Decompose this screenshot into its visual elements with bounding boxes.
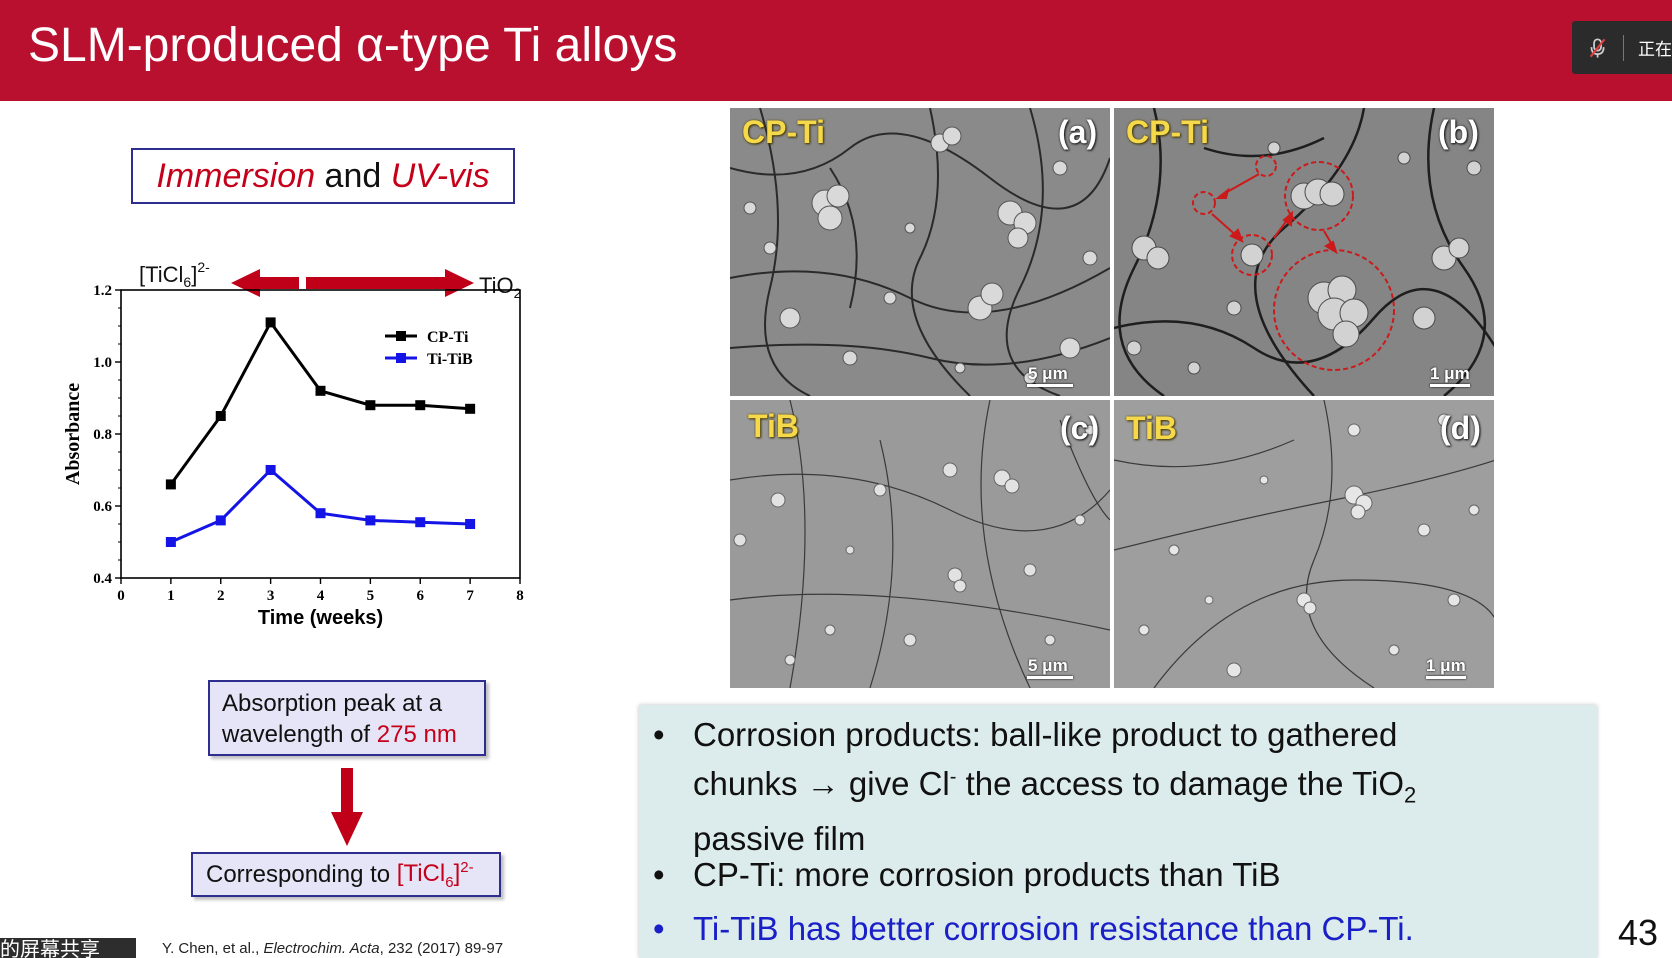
- data-point-ti-tib: [365, 515, 376, 526]
- sem-image-d: [1114, 400, 1494, 688]
- sem-panel-a: CP-Ti (a) 5 μm: [730, 108, 1110, 396]
- scale-text-d: 1 μm: [1426, 656, 1466, 675]
- sem-letter-c: (c): [1060, 410, 1100, 446]
- scale-bar-b: [1430, 384, 1470, 387]
- bullet-1-text: Corrosion products: ball-like product to…: [693, 716, 1417, 857]
- bullet-dot: •: [653, 716, 665, 753]
- note1-line2: wavelength of 275 nm: [222, 721, 457, 748]
- direction-arrow: [231, 269, 474, 297]
- note2-compound: [TiCl6]2-: [396, 858, 474, 891]
- sem-panel-c: TiB (c) 5 μm: [730, 400, 1110, 688]
- screen-share-tag[interactable]: 的屏幕共享: [0, 938, 136, 958]
- series-line-ti-tib: [170, 467, 471, 544]
- y-tick-label: 0.6: [93, 499, 112, 515]
- scale-bar-c: [1027, 676, 1073, 679]
- data-point-ti-tib: [265, 465, 276, 475]
- method-header: Immersion and UV-vis: [131, 148, 515, 204]
- summary-box: • Corrosion products: ball-like product …: [639, 705, 1597, 958]
- scale-bar-a: [1027, 384, 1073, 387]
- title-bar: SLM-produced α-type Ti alloys 正在: [0, 0, 1672, 101]
- arrow-right-label: TiO2: [479, 273, 522, 301]
- x-tick-label: 2: [217, 588, 225, 604]
- note2-text: Corresponding to: [206, 860, 397, 888]
- mic-off-icon[interactable]: [1588, 36, 1607, 60]
- y-axis-label: Absorbance: [62, 383, 84, 485]
- sem-image-grid: CP-Ti (a) 5 μm: [730, 108, 1496, 689]
- method-and: and: [315, 156, 391, 195]
- corresponding-note: Corresponding to [TiCl6]2-: [191, 852, 501, 897]
- sem-label-d: TiB: [1126, 410, 1177, 446]
- scale-text-b: 1 μm: [1430, 364, 1470, 383]
- bullet-dot: •: [653, 856, 665, 893]
- sem-image-c: [730, 400, 1110, 688]
- sem-letter-a: (a): [1058, 114, 1098, 150]
- y-tick-label: 1.2: [93, 283, 112, 299]
- scale-text-c: 5 μm: [1028, 656, 1068, 675]
- bullet-3-text: Ti-TiB has better corrosion resistance t…: [693, 910, 1414, 947]
- method-immersion: Immersion: [156, 156, 316, 195]
- absorbance-chart: [TiCl6]2- TiO2 0 1 2 3 4 5 6 7 8 0.4 0.6 0.8 1.0 1.2 T…: [62, 259, 524, 629]
- meeting-status-badge[interactable]: 正在: [1572, 21, 1672, 74]
- absorption-peak-note: Absorption peak at a wavelength of 275 n…: [208, 680, 486, 756]
- data-point-cp-ti: [365, 400, 376, 411]
- scale-text-a: 5 μm: [1028, 364, 1068, 383]
- slide-title: SLM-produced α-type Ti alloys: [28, 19, 678, 72]
- data-point-cp-ti: [165, 479, 176, 490]
- legend-label-ti-tib: Ti-TiB: [427, 351, 473, 368]
- data-point-cp-ti: [215, 411, 226, 421]
- data-point-cp-ti: [265, 317, 276, 328]
- scale-bar-d: [1426, 676, 1466, 679]
- sem-letter-d: (d): [1440, 410, 1481, 446]
- legend-marker-cp-ti: [396, 331, 406, 341]
- sem-label-c: TiB: [748, 408, 799, 444]
- x-tick-label: 8: [516, 588, 524, 604]
- sem-panel-d: TiB (d) 1 μm: [1114, 400, 1494, 688]
- arrow-left-label: [TiCl6]2-: [139, 259, 210, 290]
- x-tick-label: 5: [367, 588, 375, 604]
- badge-divider: [1623, 34, 1624, 61]
- bullet-dot: •: [653, 910, 665, 947]
- data-point-ti-tib: [315, 508, 326, 519]
- data-point-cp-ti: [465, 403, 476, 414]
- sem-letter-b: (b): [1438, 114, 1479, 150]
- y-tick-label: 0.8: [93, 427, 112, 443]
- legend-marker-ti-tib: [396, 353, 406, 363]
- down-arrow: [331, 768, 363, 846]
- data-point-ti-tib: [165, 537, 176, 547]
- x-tick-label: 3: [267, 588, 275, 604]
- sem-image-a: [730, 108, 1110, 396]
- x-tick-label: 6: [417, 588, 425, 604]
- x-tick-label: 7: [466, 588, 474, 604]
- method-uv-vis: UV-vis: [390, 156, 490, 195]
- y-tick-label: 1.0: [93, 355, 112, 371]
- badge-text: 正在: [1638, 40, 1672, 59]
- data-point-ti-tib: [415, 517, 426, 528]
- data-point-cp-ti: [415, 400, 426, 411]
- page-number: 43: [1618, 912, 1659, 953]
- x-tick-label: 1: [167, 588, 175, 604]
- sem-panel-b: CP-Ti (b) 1 μm: [1114, 108, 1494, 396]
- data-point-cp-ti: [315, 385, 326, 396]
- x-axis-label: Time (weeks): [258, 607, 383, 629]
- data-point-ti-tib: [465, 519, 476, 529]
- data-point-ti-tib: [215, 515, 226, 526]
- legend-label-cp-ti: CP-Ti: [427, 329, 469, 346]
- bullet-2-text: CP-Ti: more corrosion products than TiB: [693, 856, 1281, 893]
- sem-label-a: CP-Ti: [742, 114, 825, 150]
- x-tick-label: 0: [117, 588, 125, 604]
- y-tick-label: 0.4: [93, 571, 112, 587]
- x-tick-label: 4: [317, 588, 325, 604]
- citation: Y. Chen, et al., Electrochim. Acta, 232 …: [162, 940, 504, 957]
- sem-label-b: CP-Ti: [1126, 114, 1209, 150]
- wavelength-value: 275 nm: [376, 721, 457, 748]
- note1-line1: Absorption peak at a: [222, 690, 443, 717]
- sem-image-b: [1114, 108, 1494, 396]
